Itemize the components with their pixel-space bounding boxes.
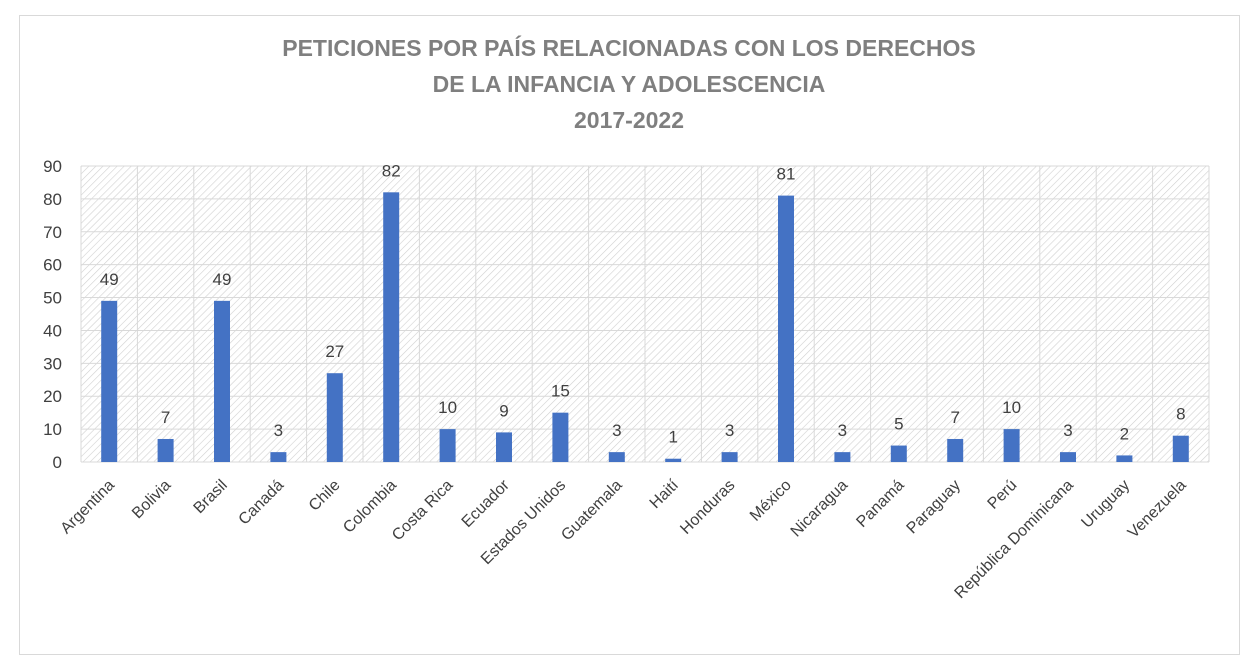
chart-title: PETICIONES POR PAÍS RELACIONADAS CON LOS… [0, 30, 1258, 138]
x-axis: Argentina Bolivia Brasil Canadá ChileColombi… [58, 476, 1190, 602]
gridlines [80, 165, 1210, 463]
data-label: 7 [161, 408, 170, 427]
bar [270, 452, 287, 462]
data-label: 8 [1176, 405, 1185, 424]
data-label: 81 [777, 165, 796, 184]
x-tick-label: Bolivia [129, 477, 174, 522]
x-tick-label: Uruguay [1078, 477, 1133, 532]
bar [157, 438, 174, 462]
x-tick-label: Paraguay [904, 477, 964, 537]
bar [608, 452, 625, 462]
bar [496, 432, 512, 462]
y-axis: 0 10 20 30 40 50 60 70 80 90 [43, 157, 62, 472]
bar [1172, 435, 1189, 462]
y-tick-label: 0 [53, 453, 62, 472]
x-tick-label: Venezuela [1125, 477, 1190, 542]
data-label: 27 [325, 342, 344, 361]
bar [665, 458, 682, 462]
bar [834, 452, 851, 462]
data-label: 3 [612, 421, 621, 440]
y-tick-label: 80 [43, 190, 62, 209]
data-label: 15 [551, 382, 570, 401]
data-labels: 49 7 49 3 27 82 10 9 15 3 1 3 81 3 5 7 10 3 2 8 [100, 161, 1186, 446]
data-label: 49 [100, 270, 119, 289]
data-label: 5 [894, 415, 903, 434]
x-tick-label: Panamá [853, 477, 907, 531]
bar [552, 412, 569, 462]
bars [101, 192, 1189, 463]
x-tick-label: Nicaragua [788, 477, 852, 541]
x-tick-label: República Dominicana [952, 477, 1077, 602]
data-label: 10 [438, 398, 457, 417]
bar [890, 445, 907, 462]
data-label: 49 [213, 270, 232, 289]
bar [214, 300, 230, 462]
chart-title-line-3: 2017-2022 [574, 107, 684, 133]
x-tick-label: Chile [306, 477, 344, 515]
bar [778, 195, 794, 462]
chart-title-line-2: DE LA INFANCIA Y ADOLESCENCIA [432, 71, 826, 97]
y-tick-label: 70 [43, 223, 62, 242]
x-tick-label: Brasil [191, 477, 231, 517]
chart-title-line-1: PETICIONES POR PAÍS RELACIONADAS CON LOS… [282, 35, 976, 61]
x-tick-label: Honduras [677, 477, 738, 538]
x-tick-label: Perú [985, 477, 1021, 513]
bar [1003, 429, 1020, 462]
bar [383, 192, 400, 463]
data-label: 3 [725, 421, 734, 440]
x-tick-label: Costa Rica [389, 477, 456, 544]
x-tick-label: Argentina [58, 477, 119, 538]
x-tick-label: Ecuador [459, 476, 514, 531]
x-tick-label: Colombia [340, 477, 400, 537]
y-tick-label: 60 [43, 256, 62, 275]
x-tick-label: Haití [647, 476, 683, 512]
data-label: 9 [499, 401, 508, 420]
data-label: 3 [838, 421, 847, 440]
y-tick-label: 40 [43, 321, 62, 340]
bar [1060, 452, 1076, 462]
bar [101, 300, 118, 462]
x-tick-label: Guatemala [558, 477, 625, 544]
data-label: 1 [668, 428, 677, 447]
y-tick-label: 20 [43, 387, 62, 406]
data-label: 3 [274, 421, 283, 440]
x-tick-label: Canadá [236, 477, 288, 529]
bar [721, 452, 738, 462]
data-label: 7 [950, 408, 959, 427]
data-label: 3 [1063, 421, 1072, 440]
y-tick-label: 10 [43, 420, 62, 439]
y-tick-label: 30 [43, 354, 62, 373]
y-tick-label: 90 [43, 157, 62, 176]
bar [326, 373, 343, 462]
bar [439, 429, 456, 462]
y-tick-label: 50 [43, 289, 62, 308]
data-label: 10 [1002, 398, 1021, 417]
bar [1116, 455, 1133, 462]
bar [947, 438, 964, 462]
x-tick-label: México [747, 477, 795, 525]
data-label: 2 [1120, 424, 1129, 443]
data-label: 82 [382, 161, 401, 180]
